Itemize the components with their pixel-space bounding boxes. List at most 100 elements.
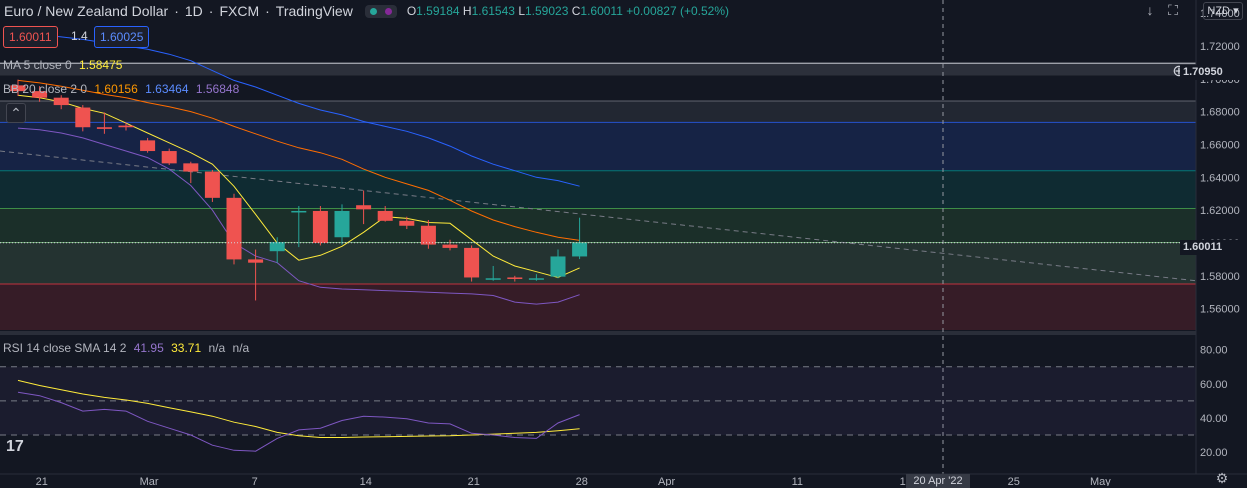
market-status[interactable] [364,4,397,18]
data-status-dot [384,7,392,15]
bb-label: BB 20 close 2 0 [3,82,88,96]
price-tick-label: 1.62000 [1200,205,1240,217]
candle-body [572,242,588,257]
high-value: 1.61543 [471,4,515,18]
candle-body [53,97,69,106]
candle-body [291,210,307,213]
candle-body [485,278,501,280]
candle-body [140,140,156,152]
time-tick-label: 21 [468,476,480,486]
source-label: TradingView [275,3,353,19]
close-label: C [571,4,581,18]
symbol-header: Euro / New Zealand Dollar · 1D · FXCM · … [0,0,729,22]
price-tick-label: 1.68000 [1200,107,1240,119]
time-tick-label: May [1090,476,1111,486]
bb-legend[interactable]: BB 20 close 2 0 1.60156 1.63464 1.56848 [3,82,243,96]
candle-body [75,107,91,128]
candle-body [420,225,436,245]
symbol-name[interactable]: Euro / New Zealand Dollar [4,3,169,19]
close-value: 1.60011 [580,4,623,18]
ma-line [17,94,580,279]
candle-body [118,125,134,128]
price-tick-label: 1.64000 [1200,172,1240,184]
candle-body [96,127,112,129]
fib-zone [0,63,1196,76]
chevron-up-icon: ⌃ [10,105,22,121]
settings-gear-icon[interactable]: ⚙ [1215,470,1229,486]
bb-lower-value: 1.56848 [195,82,240,96]
rsi-label: RSI 14 close SMA 14 2 [3,341,127,355]
fib-zone [0,122,1196,171]
crosshair-date-label: 20 Apr '22 [906,474,970,488]
time-tick-label: 11 [792,476,803,486]
fib-zone [0,242,1196,285]
rsi-tick-label: 60.00 [1200,379,1228,391]
rsi-value: 41.95 [133,341,164,355]
high-label: H [462,4,472,18]
currency-select[interactable]: NZD ▾ [1203,2,1243,20]
rsi-legend[interactable]: RSI 14 close SMA 14 2 41.95 33.71 n/a n/… [3,341,253,355]
download-icon[interactable]: ↓ [1146,2,1154,18]
spread-value: 1.4 [71,29,88,43]
ma-legend[interactable]: MA 5 close 0 1.58475 [3,58,126,72]
candle-body [550,256,566,277]
bb-basis-line [17,79,580,241]
ma-label: MA 5 close 0 [3,58,72,72]
candle-body [334,210,350,238]
ma-value: 1.58475 [79,58,123,72]
price-tick-label: 1.74000 [1200,8,1240,20]
time-tick-label: Mar [140,476,159,486]
interval-label[interactable]: 1D [184,3,203,19]
candle-body [10,85,26,92]
time-axis-bg [0,474,1247,486]
price-tick-label: 1.66000 [1200,139,1240,151]
candle-body [356,205,372,210]
rsi-tick-label: 80.00 [1200,345,1228,357]
fib-zone [0,208,1196,243]
price-tick-label: 1.56000 [1200,304,1240,316]
sell-button[interactable]: 1.60011 [3,26,58,48]
candle-body [161,151,177,164]
time-tick-label: 25 [1008,476,1020,486]
bb-lower-line [17,127,580,305]
buy-button[interactable]: 1.60025 [94,26,150,48]
fib-zone [0,100,1196,123]
rsi-na-2: n/a [232,341,250,355]
candle-body [507,277,523,279]
currency-value: NZD [1207,5,1230,17]
time-tick-label: 28 [576,476,588,486]
time-tick-label: 7 [252,476,258,486]
pane-separator [0,331,1247,335]
fullscreen-icon[interactable]: ⛶ [1168,2,1178,18]
candle-body [248,259,264,263]
bb-basis-value: 1.60156 [94,82,138,96]
time-tick-label: Apr [658,476,675,486]
candle-body [528,278,544,280]
open-label: O [406,4,417,18]
rsi-tick-label: 40.00 [1200,413,1228,425]
price-tick-label: 1.72000 [1200,41,1240,53]
fib-zone [0,170,1196,209]
candle-body [464,247,480,278]
bb-upper-value: 1.63464 [145,82,189,96]
candle-body [269,242,285,252]
low-label: L [518,4,525,18]
candle-body [226,197,242,260]
candle-body [442,244,458,248]
rsi-tick-label: 20.00 [1200,447,1228,459]
header-sep: · [174,3,179,19]
collapse-legend-button[interactable]: ⌃ [6,103,26,123]
ohlc-values: O1.59184 H1.61543 L1.59023 C1.60011 +0.0… [407,4,729,18]
exchange-label: FXCM [219,3,260,19]
header-sep: · [208,3,214,19]
time-tick-label: 18 [900,476,912,486]
tradingview-logo[interactable]: 17 [6,438,24,455]
change-value: +0.00827 (+0.52%) [626,4,729,18]
candle-body [399,220,415,226]
candle-body [312,210,328,243]
candle-body [377,210,393,221]
last-price-label: 1.60011 [1180,240,1245,255]
candle-body [32,91,48,98]
time-tick-label: 14 [360,476,372,486]
